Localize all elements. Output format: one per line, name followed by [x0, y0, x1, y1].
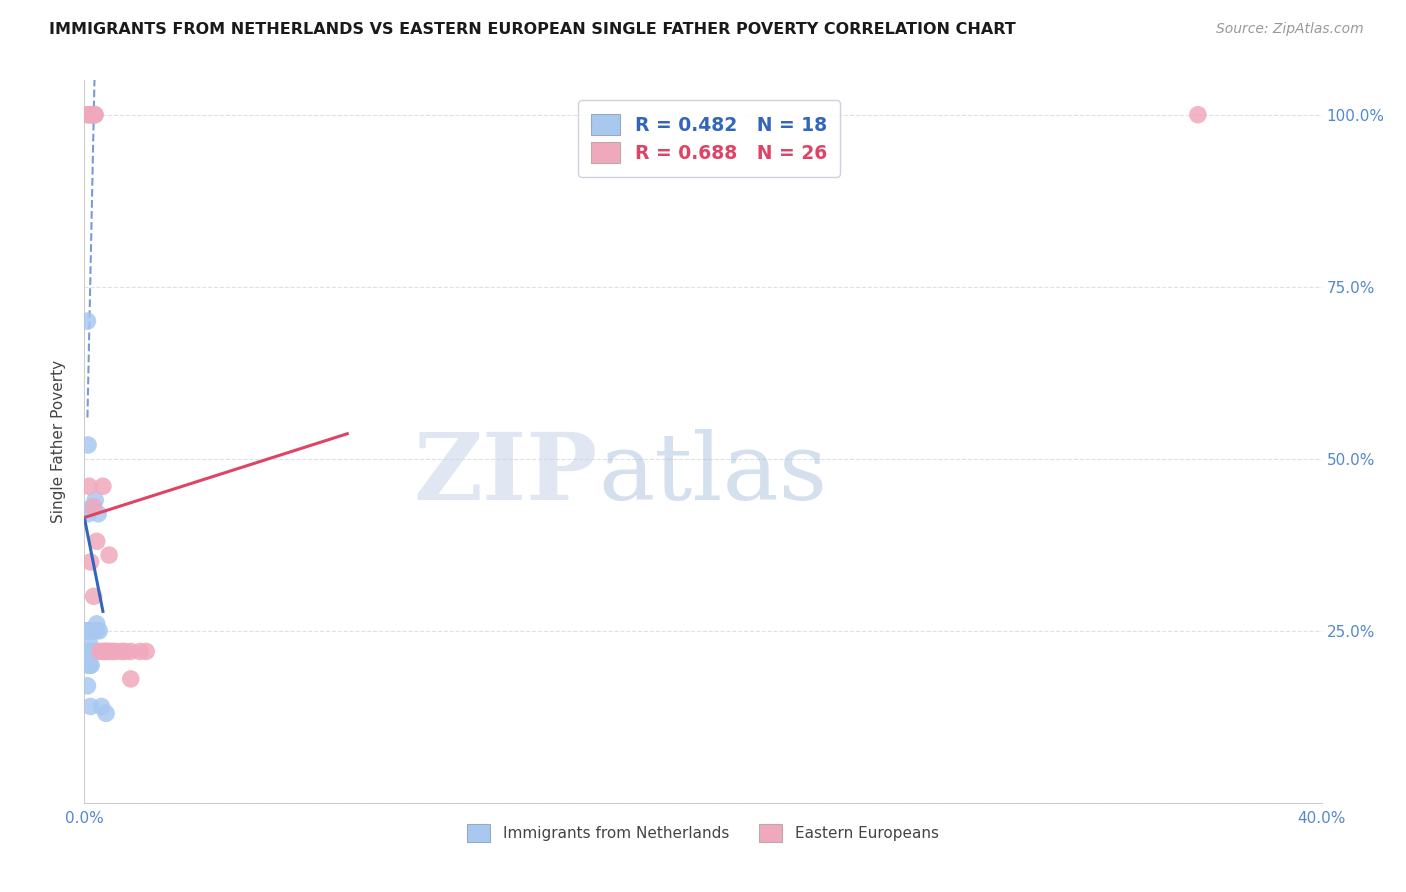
Point — [76, 108, 98, 122]
Point — [77, 644, 100, 658]
Point — [77, 658, 100, 673]
Point — [94, 644, 117, 658]
Text: ZIP: ZIP — [413, 429, 598, 519]
Point — [86, 534, 108, 549]
Point — [104, 644, 127, 658]
Point — [80, 658, 103, 673]
Point — [101, 644, 124, 658]
Text: atlas: atlas — [598, 429, 827, 519]
Point — [82, 108, 104, 122]
Point — [120, 672, 142, 686]
Point — [110, 644, 132, 658]
Point — [89, 644, 111, 658]
Text: IMMIGRANTS FROM NETHERLANDS VS EASTERN EUROPEAN SINGLE FATHER POVERTY CORRELATIO: IMMIGRANTS FROM NETHERLANDS VS EASTERN E… — [49, 22, 1017, 37]
Point — [76, 679, 98, 693]
Point — [76, 624, 98, 638]
Point — [83, 500, 105, 514]
Point — [90, 699, 112, 714]
Point — [83, 644, 105, 658]
Point — [77, 507, 100, 521]
Point — [83, 590, 105, 604]
Point — [86, 616, 108, 631]
Point — [87, 507, 110, 521]
Point — [120, 644, 142, 658]
Point — [91, 479, 114, 493]
Point — [94, 706, 117, 721]
Point — [98, 644, 121, 658]
Point — [77, 438, 100, 452]
Point — [89, 624, 111, 638]
Point — [1187, 108, 1209, 122]
Point — [79, 658, 101, 673]
Point — [75, 624, 97, 638]
Point — [77, 108, 100, 122]
Legend: Immigrants from Netherlands, Eastern Europeans: Immigrants from Netherlands, Eastern Eur… — [460, 816, 946, 849]
Point — [83, 108, 105, 122]
Point — [79, 644, 101, 658]
Point — [84, 108, 107, 122]
Point — [84, 493, 107, 508]
Point — [76, 314, 98, 328]
Point — [114, 644, 136, 658]
Point — [83, 108, 105, 122]
Text: Source: ZipAtlas.com: Source: ZipAtlas.com — [1216, 22, 1364, 37]
Point — [135, 644, 157, 658]
Point — [79, 108, 101, 122]
Point — [98, 548, 121, 562]
Point — [82, 500, 104, 514]
Point — [86, 624, 108, 638]
Y-axis label: Single Father Poverty: Single Father Poverty — [51, 360, 66, 523]
Point — [79, 624, 101, 638]
Point — [79, 555, 101, 569]
Point — [82, 624, 104, 638]
Point — [79, 638, 101, 652]
Point — [91, 644, 114, 658]
Point — [94, 644, 117, 658]
Point — [76, 624, 98, 638]
Point — [77, 479, 100, 493]
Point — [79, 699, 101, 714]
Point — [129, 644, 152, 658]
Point — [82, 108, 104, 122]
